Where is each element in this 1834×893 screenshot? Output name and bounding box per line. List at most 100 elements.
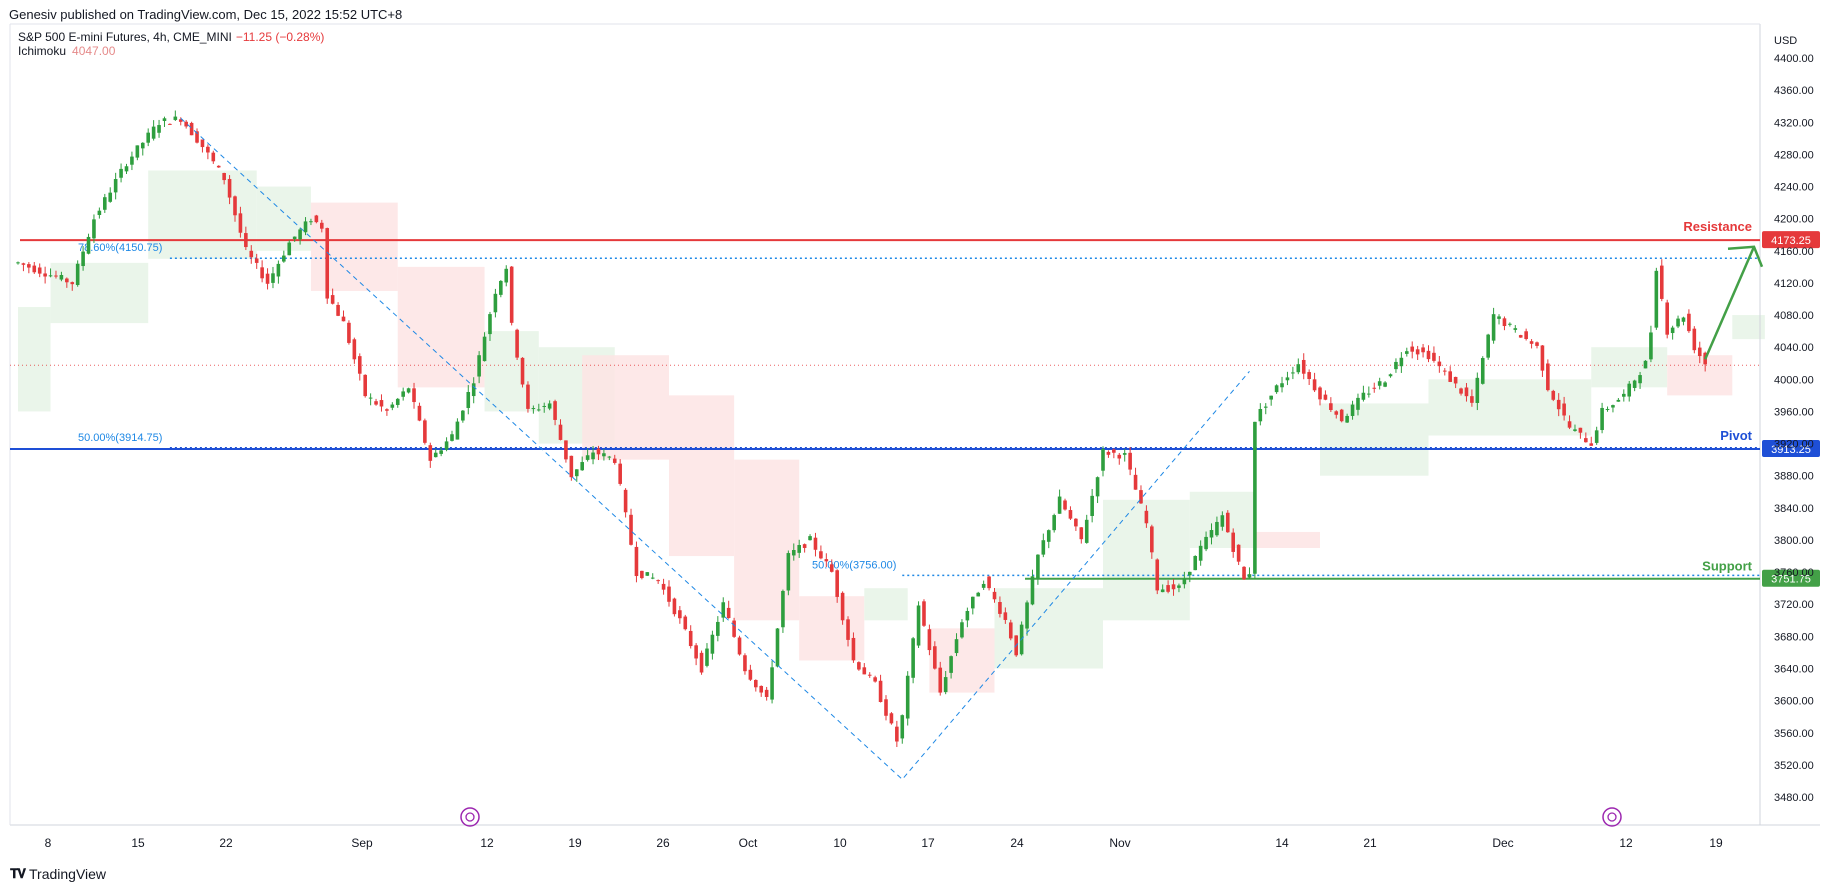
candle-body [900,715,905,739]
candle-body [683,616,688,630]
candle-body [1101,449,1105,471]
candle-body [553,401,557,420]
footer-brand[interactable]: 𝐓𝐕 TradingView [10,866,106,882]
candle-body [1215,521,1219,536]
candle-body [1350,404,1355,416]
time-tick-label: 12 [480,836,494,850]
level-price-tag-support [1762,569,1820,587]
candle-body [737,637,742,655]
candle-body [244,233,248,248]
candle-body [412,388,416,403]
candle-body [797,545,801,553]
candle-body [1182,578,1187,585]
currency-label: USD [1774,35,1797,47]
cloud-segment-red [734,459,800,621]
candle-body [233,196,237,216]
candle-body [515,329,519,358]
candle-body [688,630,693,647]
candle-body [1356,397,1360,410]
candle-body [618,463,622,484]
candle-body [835,570,839,597]
candle-body [504,268,509,283]
indicator-legend[interactable]: Ichimoku 4047.00 [18,44,115,58]
candle-body [1616,399,1621,402]
candle-body [401,391,405,397]
candle-body [1274,385,1279,393]
candle-body [1372,387,1377,389]
candle-body [1556,399,1561,410]
candle-body [558,424,563,440]
candle-body [851,637,856,661]
candle-body [1377,381,1382,386]
candle-body [1291,372,1295,374]
zigzag-line [180,117,1250,781]
candle-body [1046,530,1051,542]
candle-body [1150,526,1154,553]
candle-body [1084,519,1089,543]
level-price-tag-resistance [1762,231,1820,249]
time-tick-label: 21 [1363,836,1377,850]
candle-body [238,213,243,233]
candle-body [721,602,726,618]
candle-body [336,304,340,316]
fib-label: 78.60%(4150.75) [78,242,162,254]
drawings [180,117,1764,827]
projection-arrow-head [1727,245,1764,268]
indicator-value: 4047.00 [72,44,116,58]
candle-body [227,178,232,198]
price-tick-label: 4040.00 [1774,342,1814,354]
candle-body [596,448,601,455]
candle-body [1095,477,1100,497]
candle-body [819,551,823,559]
candle-body [482,336,487,362]
candle-body [960,622,964,638]
candle-body [1318,387,1322,400]
price-tick-label: 4120.00 [1774,278,1814,290]
candle-body [1014,635,1018,656]
candle-body [1546,363,1550,391]
candle-body [206,146,210,153]
candle-body [1025,602,1029,629]
level-price-label-support: 3751.75 [1771,574,1811,586]
symbol-legend[interactable]: S&P 500 E-mini Futures, 4h, CME_MINI −11.… [18,30,324,44]
publisher-line: Genesiv published on TradingView.com, De… [9,7,403,22]
candle-body [672,598,677,615]
candle-body [786,553,791,591]
candle-body [461,410,465,421]
candle-body [1242,566,1246,580]
candle-body [1074,518,1078,527]
candle-body [634,546,639,577]
candle-body [130,156,134,165]
candle-body [1155,559,1160,591]
candle-body [1122,453,1127,455]
candle-body [509,266,514,323]
candle-body [1415,349,1420,355]
candle-body [1068,510,1073,519]
candle-body [1312,379,1317,391]
candle-body [992,591,997,600]
candle-body [976,592,981,597]
candle-body [1605,408,1610,410]
price-tick-label: 3920.00 [1774,439,1814,451]
candle-body [1019,624,1024,655]
candle-body [92,219,96,239]
candle-body [488,314,492,335]
time-tick-label: 19 [1709,836,1723,850]
candle-body [1041,540,1046,555]
level-price-label-pivot: 3913.25 [1771,444,1811,456]
candle-body [1676,318,1680,327]
time-tick-label: 15 [131,836,145,850]
time-tick-label: Sep [351,836,373,850]
candle-body [423,420,427,443]
cloud-segment-green [148,170,257,259]
candle-body [1584,438,1588,443]
price-tick-label: 4280.00 [1774,149,1814,161]
candle-body [764,689,769,697]
candle-body [352,339,357,360]
candle-body [103,197,107,210]
candle-body [1177,585,1181,588]
candles [16,110,1707,748]
candle-body [417,405,422,421]
